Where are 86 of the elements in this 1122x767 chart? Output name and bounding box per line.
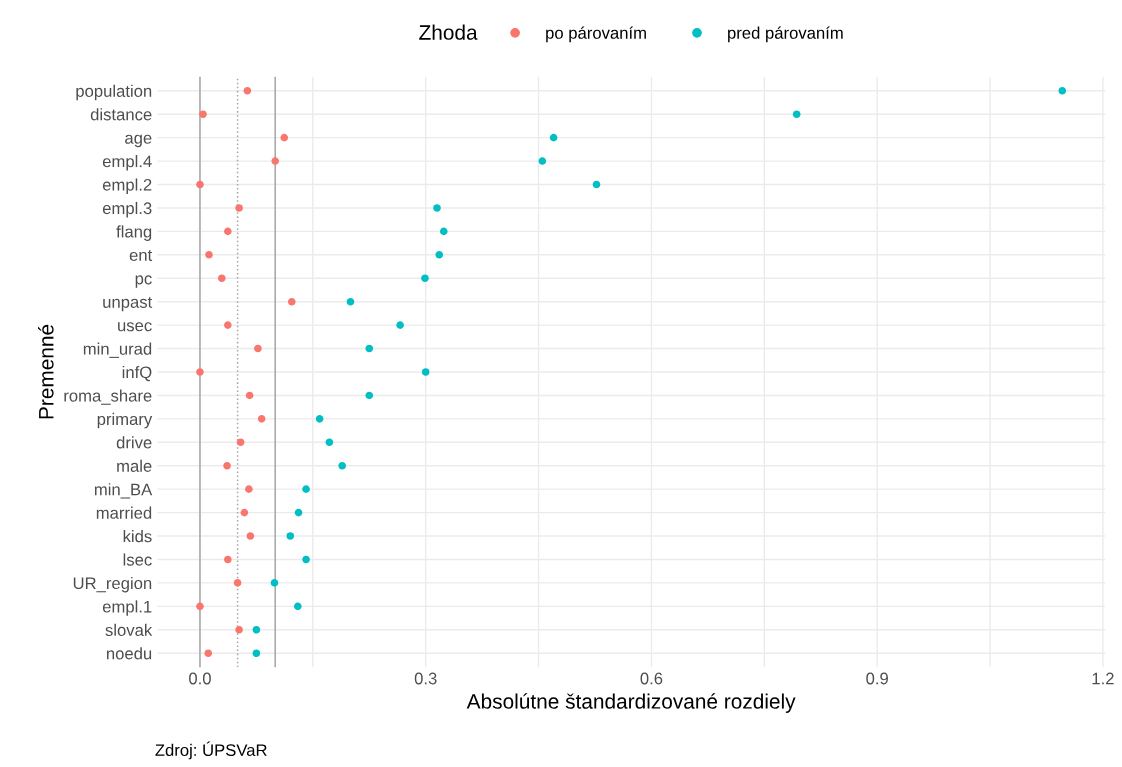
- y-tick-label: married: [96, 506, 152, 519]
- point: [421, 274, 429, 283]
- y-tick-label: distance: [90, 108, 152, 121]
- y-tick-label: ent: [129, 250, 153, 262]
- point: [224, 555, 232, 564]
- point: [294, 508, 303, 517]
- legend-label: po párovaním: [546, 26, 646, 43]
- x-tick-label: 0.3: [414, 672, 437, 685]
- point: [245, 485, 253, 493]
- x-axis-title: Absolútne štandardizované rozdiely: [466, 693, 796, 713]
- point: [224, 321, 232, 329]
- x-tick-label: 0.0: [189, 672, 211, 685]
- x-tick-label: 1.2: [1092, 672, 1114, 685]
- point: [365, 344, 374, 353]
- point: [257, 415, 266, 423]
- point: [223, 461, 231, 470]
- point: [435, 251, 444, 259]
- text: Zdroj: ÚPSVaR: [155, 741, 267, 760]
- y-tick-label: pc: [135, 275, 152, 288]
- point: [421, 368, 430, 376]
- point: [302, 555, 310, 564]
- y-tick-label: lsec: [123, 553, 152, 566]
- point: [315, 415, 324, 423]
- point: [365, 391, 374, 400]
- point: [235, 204, 243, 212]
- y-tick-label: population: [76, 84, 152, 101]
- x-tick-label: 0.9: [866, 672, 888, 685]
- y-tick-label: kids: [123, 530, 152, 543]
- y-tick-label: usec: [118, 322, 152, 332]
- point: [235, 625, 243, 634]
- y-tick-label: primary: [97, 412, 153, 429]
- y-tick-label: min_BA: [94, 483, 153, 499]
- y-tick-label: noedu: [106, 647, 152, 660]
- y-tick-label: slovak: [105, 623, 153, 636]
- point: [293, 602, 302, 611]
- y-tick-label: flang: [116, 225, 152, 241]
- y-tick-label: empl.1: [102, 600, 152, 616]
- point: [236, 438, 245, 447]
- point: [302, 485, 310, 493]
- point: [346, 297, 355, 306]
- y-tick-label: UR_region: [73, 576, 152, 593]
- point: [252, 625, 261, 634]
- point: [549, 133, 558, 142]
- point: [196, 180, 204, 189]
- point: [792, 110, 801, 118]
- y-tick-label: drive: [116, 436, 152, 449]
- point: [338, 461, 346, 470]
- point: [205, 251, 213, 259]
- point: [254, 344, 262, 353]
- y-tick-label: empl.3: [102, 201, 152, 218]
- point: [224, 227, 232, 236]
- point: [246, 532, 255, 540]
- point: [433, 204, 441, 212]
- point: [243, 86, 252, 95]
- point: [396, 321, 404, 329]
- y-axis-title: Premenné: [38, 324, 54, 419]
- point: [240, 508, 249, 517]
- point: [325, 438, 334, 447]
- point: [592, 180, 601, 189]
- y-tick-label: unpast: [103, 296, 153, 312]
- point: [245, 391, 254, 400]
- point: [280, 133, 289, 142]
- x-tick-label: 0.6: [640, 672, 663, 685]
- point: [287, 297, 296, 306]
- point: [270, 579, 279, 587]
- y-tick-label: roma_share: [64, 389, 152, 405]
- y-tick-label: age: [125, 134, 152, 148]
- point: [196, 368, 204, 376]
- y-tick-label: infQ: [122, 365, 152, 382]
- point: [233, 579, 242, 587]
- point: [1058, 86, 1067, 95]
- point: [204, 649, 213, 658]
- y-tick-label: min_urad: [83, 342, 152, 358]
- point: [217, 274, 226, 283]
- point: [196, 602, 204, 611]
- legend-title: Zhoda: [419, 24, 478, 40]
- y-tick-label: empl.4: [102, 155, 152, 171]
- point: [252, 649, 261, 658]
- point: [199, 110, 207, 118]
- point: [439, 227, 448, 236]
- y-tick-label: empl.2: [102, 178, 152, 194]
- point: [271, 157, 280, 165]
- point: [286, 532, 295, 540]
- point: [538, 157, 547, 165]
- y-tick-label: male: [117, 459, 152, 472]
- legend-label: pred párovaním: [728, 26, 843, 43]
